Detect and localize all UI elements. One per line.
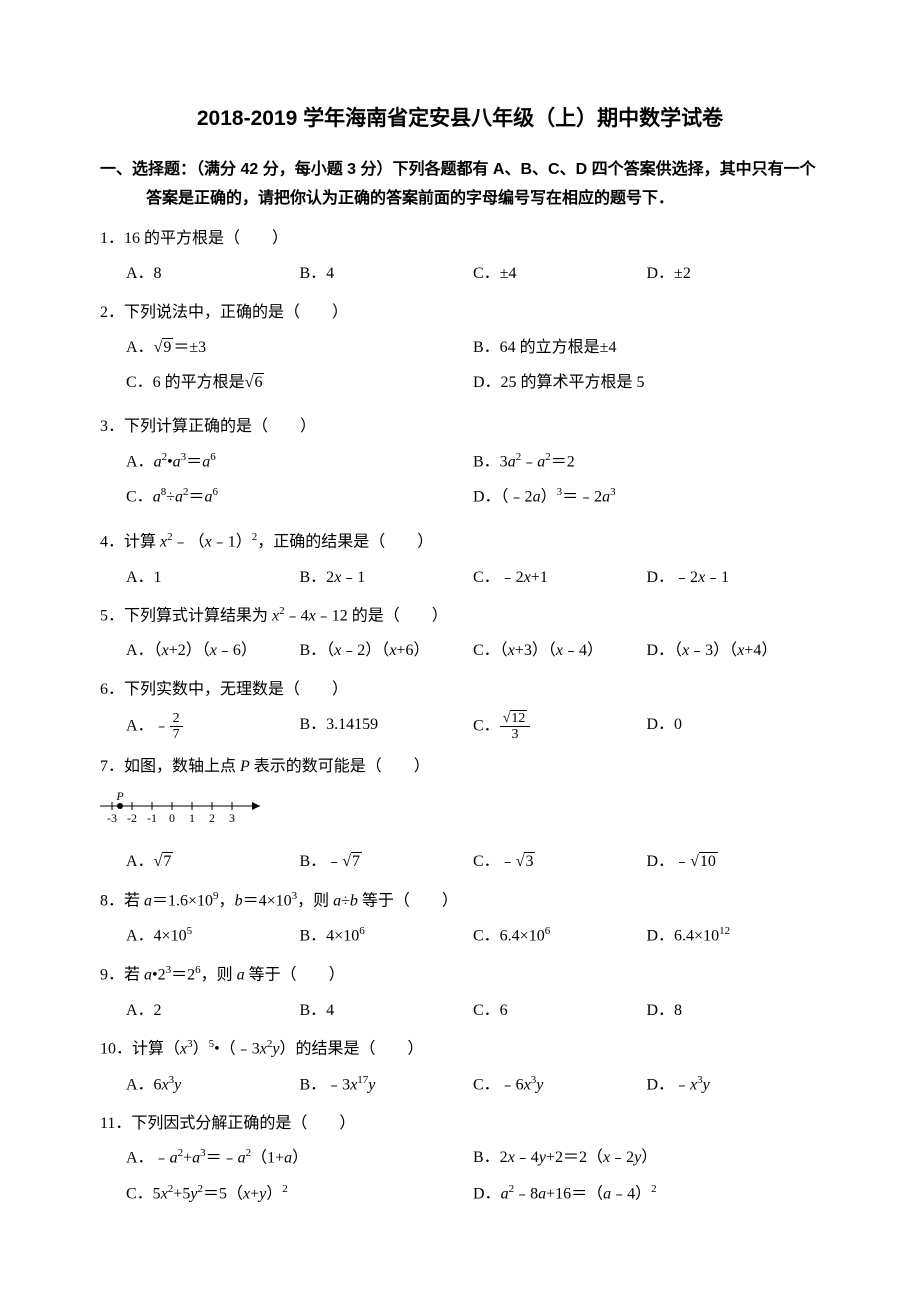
q10-option-d: D．﹣x3y: [647, 1071, 821, 1100]
q1-option-c: C．±4: [473, 260, 647, 289]
q3-option-b: B．3a2﹣a2＝2: [473, 448, 820, 477]
q10-option-b: B．﹣3x17y: [300, 1071, 474, 1100]
q1-option-a: A．8: [126, 260, 300, 289]
question-1: 1．16 的平方根是（ ） A．8 B．4 C．±4 D．±2: [100, 225, 820, 289]
q1-option-b: B．4: [300, 260, 474, 289]
question-2: 2．下列说法中，正确的是（ ） A．√9＝±3 B．64 的立方根是±4 C．6…: [100, 299, 820, 403]
svg-text:-3: -3: [107, 811, 117, 825]
question-3: 3．下列计算正确的是（ ） A．a2•a3＝a6 B．3a2﹣a2＝2 C．a8…: [100, 413, 820, 518]
q3-option-a: A．a2•a3＝a6: [126, 448, 473, 477]
q6-option-d: D．0: [647, 711, 821, 743]
q2-stem: 2．下列说法中，正确的是（ ）: [100, 299, 820, 328]
q9-option-c: C．6: [473, 997, 647, 1026]
q3-stem: 3．下列计算正确的是（ ）: [100, 413, 820, 442]
q6-option-a: A．﹣27: [126, 711, 300, 743]
q7-option-a: A．√7: [126, 848, 300, 877]
svg-text:-2: -2: [127, 811, 137, 825]
q2-option-c: C．6 的平方根是√6: [126, 369, 473, 398]
q2-options: A．√9＝±3 B．64 的立方根是±4 C．6 的平方根是√6 D．25 的算…: [100, 334, 820, 404]
q7-stem: 7．如图，数轴上点 P 表示的数可能是（ ）: [100, 753, 820, 782]
q11-option-c: C．5x2+5y2＝5（x+y）2: [126, 1180, 473, 1209]
q3-option-d: D．（﹣2a）3＝﹣2a3: [473, 483, 820, 512]
section-header: 一、选择题：（满分 42 分，每小题 3 分）下列各题都有 A、B、C、D 四个…: [100, 156, 820, 214]
q9-option-a: A．2: [126, 997, 300, 1026]
q1-option-d: D．±2: [647, 260, 821, 289]
q5-option-c: C．（x+3）（x﹣4）: [473, 637, 647, 666]
question-5: 5．下列算式计算结果为 x2﹣4x﹣12 的是（ ） A．（x+2）（x﹣6） …: [100, 602, 820, 666]
q4-option-b: B．2x﹣1: [300, 564, 474, 593]
svg-text:1: 1: [189, 811, 195, 825]
q10-option-c: C．﹣6x3y: [473, 1071, 647, 1100]
q1-options: A．8 B．4 C．±4 D．±2: [100, 260, 820, 289]
exam-title: 2018-2019 学年海南省定安县八年级（上）期中数学试卷: [100, 100, 820, 138]
question-11: 11．下列因式分解正确的是（ ） A．﹣a2+a3＝﹣a2（1+a） B．2x﹣…: [100, 1110, 820, 1215]
q5-stem: 5．下列算式计算结果为 x2﹣4x﹣12 的是（ ）: [100, 602, 820, 631]
q8-option-b: B．4×106: [300, 922, 474, 951]
q11-option-b: B．2x﹣4y+2＝2（x﹣2y）: [473, 1144, 820, 1173]
q4-option-c: C．﹣2x+1: [473, 564, 647, 593]
q7-option-b: B．﹣√7: [300, 848, 474, 877]
svg-text:0: 0: [169, 811, 175, 825]
q4-option-a: A．1: [126, 564, 300, 593]
svg-text:2: 2: [209, 811, 215, 825]
q7-options: A．√7 B．﹣√7 C．﹣√3 D．﹣√10: [100, 848, 820, 877]
q5-options: A．（x+2）（x﹣6） B．（x﹣2）（x+6） C．（x+3）（x﹣4） D…: [100, 637, 820, 666]
q1-stem: 1．16 的平方根是（ ）: [100, 225, 820, 254]
q5-option-a: A．（x+2）（x﹣6）: [126, 637, 300, 666]
q7-option-c: C．﹣√3: [473, 848, 647, 877]
q10-option-a: A．6x3y: [126, 1071, 300, 1100]
number-line-figure: P -3 -2 -1 0 1 2 3: [100, 788, 820, 839]
q10-stem: 10．计算（x3）5•（﹣3x2y）的结果是（ ）: [100, 1035, 820, 1064]
q11-stem: 11．下列因式分解正确的是（ ）: [100, 1110, 820, 1139]
q11-options: A．﹣a2+a3＝﹣a2（1+a） B．2x﹣4y+2＝2（x﹣2y） C．5x…: [100, 1144, 820, 1214]
question-6: 6．下列实数中，无理数是（ ） A．﹣27 B．3.14159 C．√123 D…: [100, 676, 820, 743]
q9-stem: 9．若 a•23＝26，则 a 等于（ ）: [100, 961, 820, 990]
svg-text:P: P: [115, 789, 124, 803]
q9-option-d: D．8: [647, 997, 821, 1026]
q6-option-c: C．√123: [473, 711, 647, 743]
q8-option-a: A．4×105: [126, 922, 300, 951]
q6-options: A．﹣27 B．3.14159 C．√123 D．0: [100, 711, 820, 743]
q11-option-d: D．a2﹣8a+16＝（a﹣4）2: [473, 1180, 820, 1209]
q8-option-c: C．6.4×106: [473, 922, 647, 951]
q4-options: A．1 B．2x﹣1 C．﹣2x+1 D．﹣2x﹣1: [100, 564, 820, 593]
question-7: 7．如图，数轴上点 P 表示的数可能是（ ） P -3 -2 -1 0 1 2 …: [100, 753, 820, 877]
q6-stem: 6．下列实数中，无理数是（ ）: [100, 676, 820, 705]
question-10: 10．计算（x3）5•（﹣3x2y）的结果是（ ） A．6x3y B．﹣3x17…: [100, 1035, 820, 1099]
question-9: 9．若 a•23＝26，则 a 等于（ ） A．2 B．4 C．6 D．8: [100, 961, 820, 1025]
question-8: 8．若 a＝1.6×109，b＝4×103，则 a÷b 等于（ ） A．4×10…: [100, 887, 820, 951]
q8-stem: 8．若 a＝1.6×109，b＝4×103，则 a÷b 等于（ ）: [100, 887, 820, 916]
q3-options: A．a2•a3＝a6 B．3a2﹣a2＝2 C．a8÷a2＝a6 D．（﹣2a）…: [100, 448, 820, 518]
q4-stem: 4．计算 x2﹣（x﹣1）2，正确的结果是（ ）: [100, 528, 820, 557]
svg-text:-1: -1: [147, 811, 157, 825]
q10-options: A．6x3y B．﹣3x17y C．﹣6x3y D．﹣x3y: [100, 1071, 820, 1100]
q4-option-d: D．﹣2x﹣1: [647, 564, 821, 593]
q9-options: A．2 B．4 C．6 D．8: [100, 997, 820, 1026]
q5-option-d: D．（x﹣3）（x+4）: [647, 637, 821, 666]
q6-option-b: B．3.14159: [300, 711, 474, 743]
q8-option-d: D．6.4×1012: [647, 922, 821, 951]
q11-option-a: A．﹣a2+a3＝﹣a2（1+a）: [126, 1144, 473, 1173]
q8-options: A．4×105 B．4×106 C．6.4×106 D．6.4×1012: [100, 922, 820, 951]
q5-option-b: B．（x﹣2）（x+6）: [300, 637, 474, 666]
q3-option-c: C．a8÷a2＝a6: [126, 483, 473, 512]
svg-text:3: 3: [229, 811, 235, 825]
q2-option-b: B．64 的立方根是±4: [473, 334, 820, 363]
number-line-svg: P -3 -2 -1 0 1 2 3: [100, 788, 270, 828]
q9-option-b: B．4: [300, 997, 474, 1026]
q7-option-d: D．﹣√10: [647, 848, 821, 877]
q2-option-d: D．25 的算术平方根是 5: [473, 369, 820, 398]
question-4: 4．计算 x2﹣（x﹣1）2，正确的结果是（ ） A．1 B．2x﹣1 C．﹣2…: [100, 528, 820, 592]
q2-option-a: A．√9＝±3: [126, 334, 473, 363]
